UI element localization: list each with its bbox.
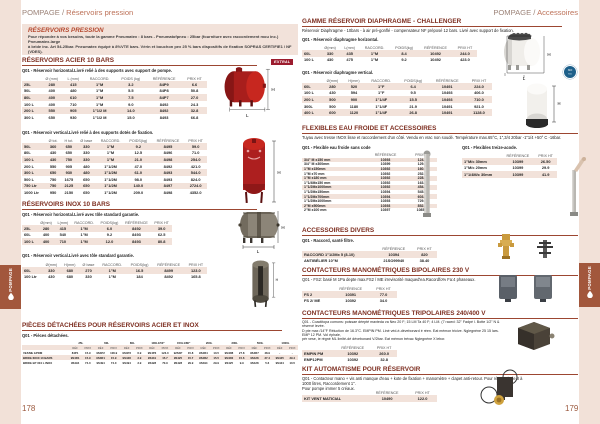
- svg-text:H: H: [281, 225, 284, 230]
- svg-text:H: H: [557, 101, 560, 106]
- svg-text:L: L: [257, 249, 260, 254]
- svg-text:H: H: [271, 87, 274, 92]
- svg-text:L: L: [246, 113, 249, 118]
- svg-text:H: H: [276, 278, 279, 282]
- svg-text:ISO: ISO: [568, 68, 572, 72]
- svg-text:H: H: [547, 52, 550, 57]
- svg-text:9001: 9001: [568, 74, 572, 76]
- svg-text:H: H: [277, 170, 280, 175]
